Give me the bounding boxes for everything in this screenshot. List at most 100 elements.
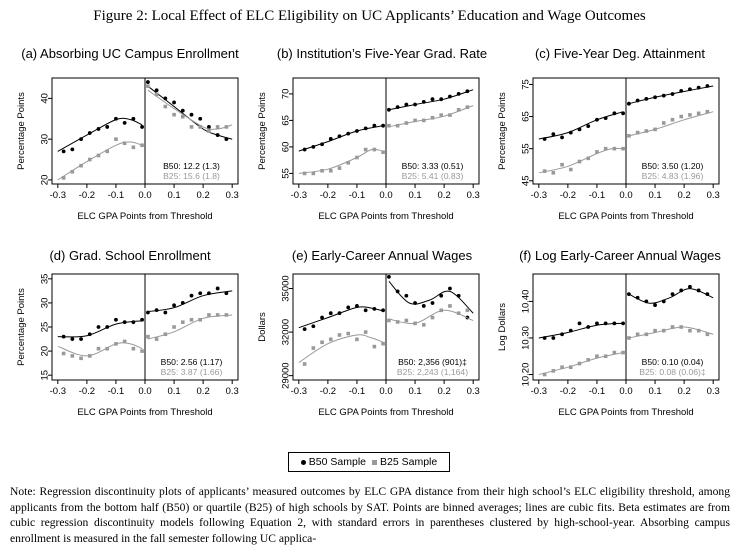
b25-point [70, 354, 75, 358]
y-tick-label: 55 [521, 143, 532, 154]
y-tick-label: 10.40 [521, 290, 532, 314]
x-tick-label: -0.1 [349, 386, 365, 397]
b50-point [586, 325, 591, 329]
b25-point [603, 354, 608, 359]
b50-fit-line [57, 117, 143, 152]
x-tick-label: 0.3 [226, 386, 239, 397]
b25-point [612, 350, 617, 355]
x-tick-label: 0.1 [167, 386, 180, 397]
b50-point [302, 147, 307, 152]
b25-point [180, 320, 185, 324]
x-tick-label: 0.3 [707, 190, 720, 201]
b50-point [198, 116, 203, 121]
x-axis-label: ELC GPA Points from Threshold [77, 407, 212, 418]
b50-fit-line [538, 322, 624, 339]
b50-point [670, 92, 675, 96]
b25-point [705, 109, 710, 114]
b25-point [114, 342, 118, 346]
estimate-b50: B50: 2.56 (1.17) [161, 357, 223, 367]
y-tick-label: 20 [40, 175, 51, 186]
x-tick-label: -0.2 [320, 386, 336, 397]
x-tick-label: 0.1 [167, 190, 180, 201]
chart-title: (c) Five-Year Deg. Attainment [535, 46, 705, 61]
y-tick-label: 32000 [281, 319, 292, 345]
b25-point [372, 147, 377, 152]
b50-point [439, 97, 444, 102]
b25-point [154, 92, 159, 97]
x-axis-label: ELC GPA Points from Threshold [318, 211, 453, 222]
x-tick-label: -0.1 [108, 190, 124, 201]
b25-point [172, 112, 176, 117]
chart-panel-3: (d) Grad. School Enrollment -0.3 -0.2 -0.1 0… [16, 248, 239, 418]
b50-fit-line [628, 85, 714, 105]
b25-point [311, 346, 316, 350]
b50-point [320, 142, 324, 147]
b50-point [586, 124, 591, 129]
x-tick-label: 0.2 [438, 386, 451, 397]
x-tick-label: 0.2 [197, 190, 210, 201]
b25-point [551, 369, 556, 373]
b25-point [679, 325, 684, 329]
b25-point [439, 113, 444, 117]
b50-point [146, 310, 150, 315]
x-tick-label: -0.3 [531, 386, 547, 397]
b50-point [215, 133, 220, 137]
b25-point [542, 372, 547, 377]
chart-title: (e) Early-Career Annual Wages [292, 248, 473, 263]
b25-point [189, 125, 194, 129]
b50-point [421, 99, 426, 104]
x-tick-label: 0.1 [408, 190, 421, 201]
x-tick-label: 0.0 [138, 190, 151, 201]
x-tick-label: -0.3 [531, 190, 547, 201]
b25-point [140, 349, 144, 353]
x-tick-label: 0.3 [467, 190, 480, 201]
y-tick-label: 35000 [281, 275, 292, 301]
b50-point [679, 288, 684, 293]
b50-point [61, 149, 66, 154]
y-tick-label: 70 [281, 89, 292, 100]
b25-point [705, 332, 710, 337]
b50-point [346, 305, 351, 310]
b25-point [337, 166, 342, 170]
b50-point [328, 311, 333, 316]
x-tick-label: 0.0 [379, 386, 392, 397]
b25-point [430, 315, 435, 320]
b50-point [688, 87, 692, 92]
x-tick-label: 0.1 [408, 386, 421, 397]
estimate-b25: B25: 15.6 (1.8) [163, 171, 220, 181]
x-tick-label: -0.1 [589, 386, 605, 397]
b25-point [381, 341, 385, 346]
b50-point [302, 327, 307, 332]
chart-panel-1: (b) Institution’s Five-Year Grad. Rate -0… [257, 46, 487, 222]
b50-point [644, 299, 649, 304]
b25-point [465, 105, 470, 109]
estimate-b50: B50: 2,356 (901)‡ [398, 357, 467, 367]
b25-point [577, 159, 582, 164]
b50-point [456, 92, 461, 96]
b50-point [381, 123, 385, 128]
b25-point [395, 123, 400, 128]
legend: B50 Sample B25 Sample [288, 452, 450, 472]
b50-point [696, 288, 701, 293]
b50-point [320, 315, 324, 320]
b50-point [87, 332, 92, 337]
b50-fit-line [388, 280, 474, 314]
b25-point [355, 155, 359, 160]
b50-point [387, 275, 391, 279]
b50-point [439, 293, 444, 298]
b50-point [621, 321, 625, 326]
b50-point [337, 134, 342, 139]
b50-point [122, 320, 127, 325]
estimate-b50: B50: 12.2 (1.3) [163, 161, 220, 171]
x-tick-label: 0.3 [226, 190, 239, 201]
b50-point [146, 80, 150, 84]
b50-point [560, 332, 564, 337]
b50-point [154, 308, 159, 313]
b25-point [542, 169, 547, 173]
b25-point [644, 332, 649, 337]
b25-point [363, 330, 368, 334]
b50-point [679, 88, 684, 93]
b50-point [395, 289, 400, 294]
b25-point [644, 129, 649, 133]
b25-point [180, 114, 185, 119]
